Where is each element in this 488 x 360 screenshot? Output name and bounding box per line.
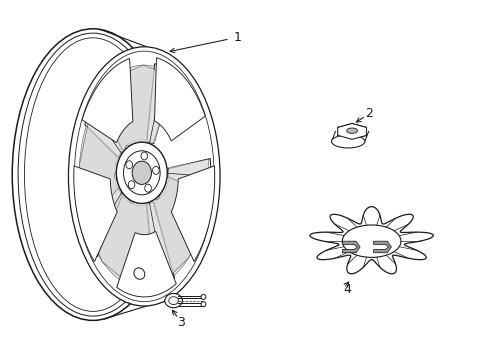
Ellipse shape — [342, 225, 400, 257]
Ellipse shape — [68, 47, 220, 306]
Polygon shape — [342, 241, 359, 253]
Ellipse shape — [144, 184, 151, 192]
Ellipse shape — [144, 184, 151, 193]
Ellipse shape — [125, 161, 133, 169]
Text: 3: 3 — [177, 316, 184, 329]
Polygon shape — [74, 166, 117, 262]
Ellipse shape — [201, 294, 205, 300]
Ellipse shape — [141, 152, 147, 160]
Polygon shape — [146, 64, 174, 144]
Ellipse shape — [152, 166, 159, 174]
Polygon shape — [117, 231, 176, 297]
Polygon shape — [309, 207, 432, 274]
Polygon shape — [82, 59, 133, 143]
Ellipse shape — [116, 142, 167, 203]
Ellipse shape — [168, 297, 178, 305]
Polygon shape — [168, 158, 210, 194]
Polygon shape — [84, 96, 122, 157]
Ellipse shape — [331, 135, 364, 148]
Polygon shape — [373, 241, 390, 253]
Text: 1: 1 — [233, 31, 241, 44]
Ellipse shape — [128, 181, 135, 189]
Ellipse shape — [116, 142, 167, 203]
Ellipse shape — [132, 161, 151, 184]
Polygon shape — [98, 196, 154, 288]
Polygon shape — [79, 126, 117, 227]
Polygon shape — [146, 202, 174, 289]
Ellipse shape — [346, 128, 357, 133]
Polygon shape — [154, 58, 205, 141]
Polygon shape — [84, 188, 122, 257]
Ellipse shape — [141, 152, 147, 160]
Text: 2: 2 — [365, 107, 372, 120]
Ellipse shape — [132, 161, 151, 184]
Polygon shape — [171, 166, 214, 262]
Ellipse shape — [152, 166, 159, 175]
Text: 4: 4 — [343, 283, 350, 296]
Polygon shape — [154, 178, 208, 276]
Ellipse shape — [201, 302, 205, 307]
Polygon shape — [337, 123, 366, 139]
Polygon shape — [98, 65, 154, 149]
Ellipse shape — [126, 161, 132, 169]
Polygon shape — [79, 65, 208, 285]
Ellipse shape — [128, 180, 135, 189]
Ellipse shape — [164, 293, 182, 308]
Ellipse shape — [134, 268, 144, 279]
